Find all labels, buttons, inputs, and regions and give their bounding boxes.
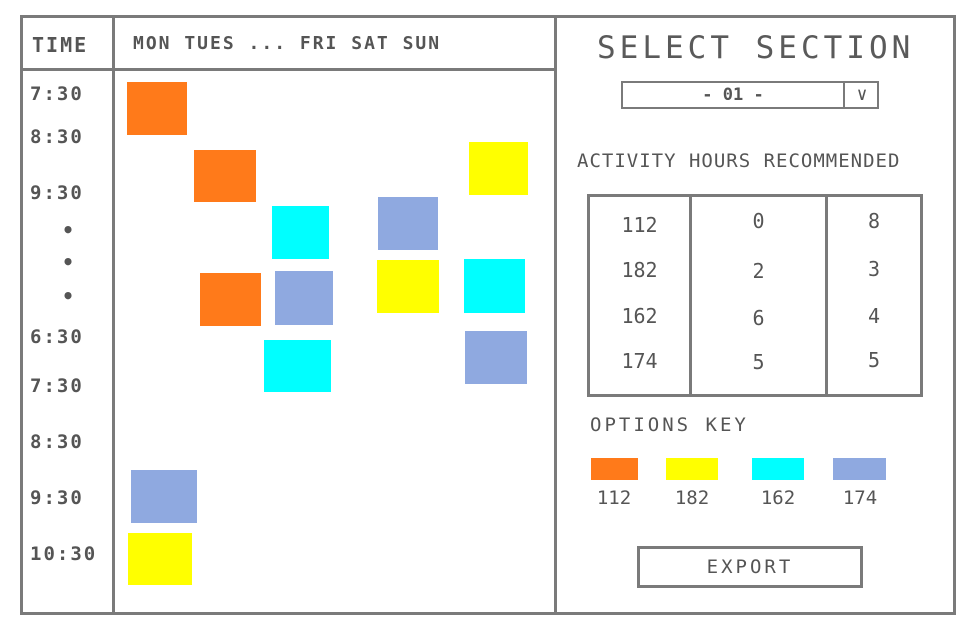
time-label: 6:30	[30, 326, 84, 348]
table-cell: 112	[621, 213, 658, 237]
panel-divider	[554, 15, 557, 615]
key-label: 112	[596, 487, 632, 509]
table-cell: 162	[621, 304, 658, 328]
chevron-down-icon[interactable]: ∨	[856, 84, 868, 105]
time-label: 9:30	[30, 487, 84, 509]
table-column-divider	[825, 197, 828, 394]
time-column-header: TIME	[32, 33, 89, 57]
table-cell: 2	[752, 259, 765, 283]
section-dropdown-value: - 01 -	[702, 85, 764, 105]
activity-block[interactable]	[272, 206, 329, 259]
activity-block[interactable]	[264, 340, 331, 392]
table-cell: 174	[621, 349, 658, 373]
table-cell: 8	[867, 209, 881, 233]
activity-block[interactable]	[127, 82, 187, 135]
section-dropdown[interactable]: - 01 - ∨	[621, 81, 879, 109]
time-label: 7:30	[30, 83, 84, 105]
activity-block[interactable]	[131, 470, 197, 523]
table-cell: 0	[752, 209, 765, 233]
activity-block[interactable]	[194, 150, 256, 202]
key-swatch	[752, 458, 804, 480]
table-column-divider	[689, 197, 692, 394]
activity-block[interactable]	[377, 260, 439, 313]
table-cell: 5	[867, 348, 881, 372]
dropdown-divider	[843, 83, 845, 107]
key-swatch	[833, 458, 886, 480]
key-label: 182	[674, 487, 710, 509]
header-divider	[20, 68, 557, 71]
select-section-title: SELECT SECTION	[597, 30, 915, 66]
table-cell: 3	[867, 257, 881, 281]
key-label: 162	[760, 487, 796, 509]
ellipsis-dot: •	[62, 284, 75, 308]
activity-block[interactable]	[378, 197, 438, 250]
key-swatch	[591, 458, 638, 480]
ellipsis-dot: •	[62, 218, 75, 242]
export-button[interactable]: EXPORT	[637, 546, 863, 588]
time-label: 8:30	[30, 126, 84, 148]
table-cell: 5	[752, 350, 765, 374]
activity-hours-heading: ACTIVITY HOURS RECOMMENDED	[577, 150, 901, 172]
table-cell: 182	[621, 258, 658, 282]
key-label: 174	[842, 487, 878, 509]
activity-block[interactable]	[469, 142, 528, 195]
activity-block[interactable]	[200, 273, 261, 326]
activity-block[interactable]	[464, 259, 525, 313]
time-label: 9:30	[30, 182, 84, 204]
options-key-heading: OPTIONS KEY	[590, 414, 749, 436]
activity-hours-table: 112 0 8 182 2 3 162 6 4 174 5 5	[587, 194, 923, 397]
ellipsis-dot: •	[62, 250, 75, 274]
wireframe-frame	[20, 15, 956, 615]
time-label: 7:30	[30, 375, 84, 397]
key-swatch	[666, 458, 718, 480]
days-header: MON TUES ... FRI SAT SUN	[133, 33, 442, 54]
time-label: 10:30	[30, 543, 98, 565]
time-column-divider	[112, 15, 115, 615]
time-label: 8:30	[30, 431, 84, 453]
table-cell: 6	[752, 306, 765, 330]
activity-block[interactable]	[128, 533, 192, 585]
activity-block[interactable]	[465, 331, 527, 384]
activity-block[interactable]	[275, 271, 333, 325]
table-cell: 4	[867, 304, 881, 328]
